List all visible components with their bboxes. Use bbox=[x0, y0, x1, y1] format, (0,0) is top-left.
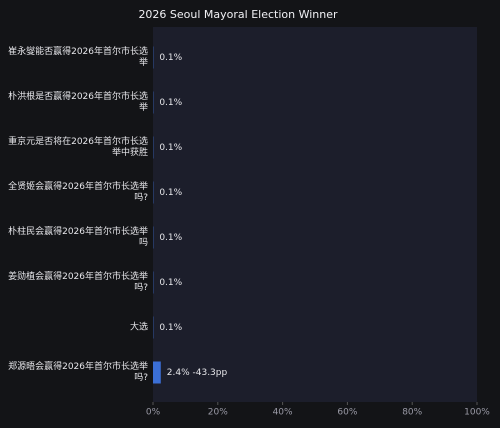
value-label: 0.1% bbox=[159, 323, 182, 333]
y-tick-label: 郑源晤会赢得2026年首尔市长选举吗? bbox=[8, 361, 148, 383]
plot-background bbox=[153, 27, 477, 402]
value-label: 0.1% bbox=[159, 53, 182, 63]
value-label: 0.1% bbox=[159, 188, 182, 198]
y-tick-label: 朴洪根是否赢得2026年首尔市长选举 bbox=[8, 91, 148, 113]
y-tick-label: 朴柱民会赢得2026年首尔市长选举吗 bbox=[8, 226, 148, 248]
chart-title: 2026 Seoul Mayoral Election Winner bbox=[138, 8, 338, 21]
value-label: 0.1% bbox=[159, 98, 182, 108]
x-tick-label: 0% bbox=[146, 408, 161, 418]
bar bbox=[153, 361, 161, 384]
y-tick-label: 全贤姬会赢得2026年首尔市长选举吗? bbox=[8, 181, 148, 203]
y-tick-label: 重京元是否将在2026年首尔市长选举中获胜 bbox=[8, 136, 148, 158]
value-label: 0.1% bbox=[159, 233, 182, 243]
x-tick-label: 20% bbox=[208, 408, 228, 418]
y-tick-label: 大选 bbox=[129, 322, 148, 332]
x-tick-label: 60% bbox=[337, 408, 357, 418]
x-tick-label: 80% bbox=[402, 408, 422, 418]
x-tick-label: 100% bbox=[464, 408, 490, 418]
value-label: 0.1% bbox=[159, 143, 182, 153]
value-label: 0.1% bbox=[159, 278, 182, 288]
x-tick-label: 40% bbox=[273, 408, 293, 418]
y-tick-label: 崔永燮能否赢得2026年首尔市长选举 bbox=[8, 46, 148, 68]
y-tick-label: 姜勋植会赢得2026年首尔市长选举吗? bbox=[8, 271, 148, 293]
value-label: 2.4% -43.3pp bbox=[167, 368, 228, 378]
